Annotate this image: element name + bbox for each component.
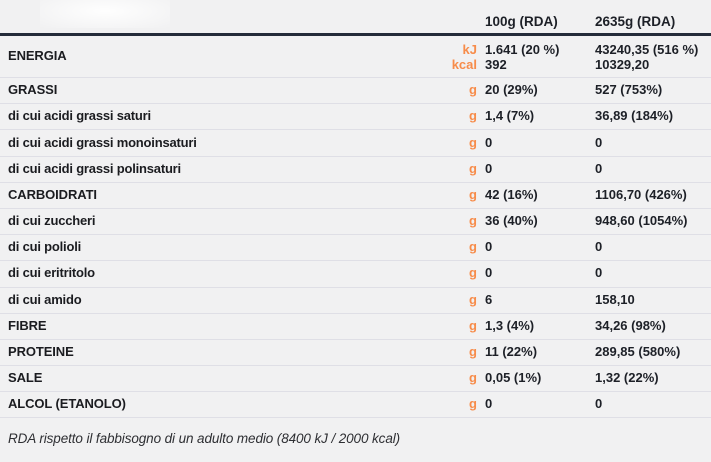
unit-kj: kJ [462,41,477,57]
row-label: di cui zuccheri [8,213,96,229]
unit-label: g [469,160,477,176]
unit-label: g [469,186,477,202]
row-label: SALE [8,370,43,386]
row-label: PROTEINE [8,344,74,359]
value-2635g: 34,26 (98%) [595,317,666,333]
value-100g: 42 (16%) [485,186,538,202]
unit-label: kJ kcal [417,42,477,72]
value-100g: 1.641 (20 %) 392 [477,42,595,72]
table-row: di cui acidi grassi saturi g 1,4 (7%) 36… [0,104,711,131]
value-100g: 0 [485,134,493,150]
row-label: ALCOL (ETANOLO) [8,396,126,412]
row-label: FIBRE [8,317,47,333]
unit-label: g [469,134,477,150]
rda-footnote: RDA rispetto il fabbisogno di un adulto … [8,431,401,447]
table-row: di cui eritritolo g 0 0 [0,261,711,288]
value-2635g: 0 [595,396,603,412]
unit-label: g [469,370,477,386]
table-header: 100g (RDA) 2635g (RDA) [0,0,711,36]
table-row: SALE g 0,05 (1%) 1,32 (22%) [0,366,711,393]
value-2635g: 289,85 (580%) [595,344,681,359]
column-header-100g: 100g (RDA) [485,14,558,30]
unit-label: g [469,108,477,124]
energy-kcal-100g: 392 [485,56,507,72]
row-label: GRASSI [8,82,58,98]
value-2635g: 1106,70 (426%) [595,186,687,202]
table-row: di cui acidi grassi monoinsaturi g 0 0 [0,130,711,157]
row-label: di cui amido [8,291,82,307]
table-row: di cui zuccheri g 36 (40%) 948,60 (1054%… [0,209,711,236]
value-2635g: 0 [595,160,603,176]
energy-kj-100g: 1.641 (20 %) [485,41,560,57]
value-100g: 0,05 (1%) [485,370,542,386]
value-100g: 11 (22%) [485,344,538,359]
value-100g: 0 [485,396,493,412]
value-100g: 0 [485,160,493,176]
row-label: di cui polioli [8,239,82,255]
row-label: CARBOIDRATI [8,186,97,202]
unit-label: g [469,317,477,333]
value-2635g: 0 [595,265,603,281]
table-row: FIBRE g 1,3 (4%) 34,26 (98%) [0,314,711,340]
table-row: CARBOIDRATI g 42 (16%) 1106,70 (426%) [0,183,711,209]
table-row: PROTEINE g 11 (22%) 289,85 (580%) [0,340,711,367]
table-row: di cui polioli g 0 0 [0,235,711,262]
value-2635g: 158,10 [595,291,635,307]
unit-label: g [469,82,477,98]
row-label: di cui eritritolo [8,265,95,281]
value-100g: 36 (40%) [485,213,538,229]
value-2635g: 527 (753%) [595,82,663,98]
value-2635g: 43240,35 (516 %) 10329,20 [595,42,711,72]
value-100g: 0 [485,239,493,255]
unit-label: g [469,213,477,229]
table-row-energia: ENERGIA kJ kcal 1.641 (20 %) 392 43240,3… [0,36,711,78]
unit-label: g [469,265,477,281]
row-label: di cui acidi grassi polinsaturi [8,160,181,176]
column-header-2635g: 2635g (RDA) [595,14,676,30]
energy-kj-2635g: 43240,35 (516 %) [595,41,699,57]
unit-kcal: kcal [451,56,477,72]
value-100g: 1,3 (4%) [485,317,535,333]
unit-label: g [469,396,477,412]
unit-label: g [469,239,477,255]
value-100g: 1,4 (7%) [485,108,535,124]
table-row: di cui acidi grassi polinsaturi g 0 0 [0,157,711,183]
value-100g: 20 (29%) [485,82,538,98]
value-100g: 0 [485,265,493,281]
value-2635g: 36,89 (184%) [595,108,674,124]
row-label: di cui acidi grassi saturi [8,108,151,124]
table-row: ALCOL (ETANOLO) g 0 0 [0,392,711,419]
energy-kcal-2635g: 10329,20 [595,56,650,72]
value-2635g: 948,60 (1054%) [595,213,688,229]
value-2635g: 1,32 (22%) [595,370,659,386]
value-2635g: 0 [595,239,603,255]
value-100g: 6 [485,291,493,307]
table-row: GRASSI g 20 (29%) 527 (753%) [0,78,711,105]
row-label: di cui acidi grassi monoinsaturi [8,134,197,150]
row-label: ENERGIA [8,48,67,64]
value-2635g: 0 [595,134,603,150]
table-row: di cui amido g 6 158,10 [0,288,711,314]
unit-label: g [469,291,477,307]
unit-label: g [469,344,477,359]
